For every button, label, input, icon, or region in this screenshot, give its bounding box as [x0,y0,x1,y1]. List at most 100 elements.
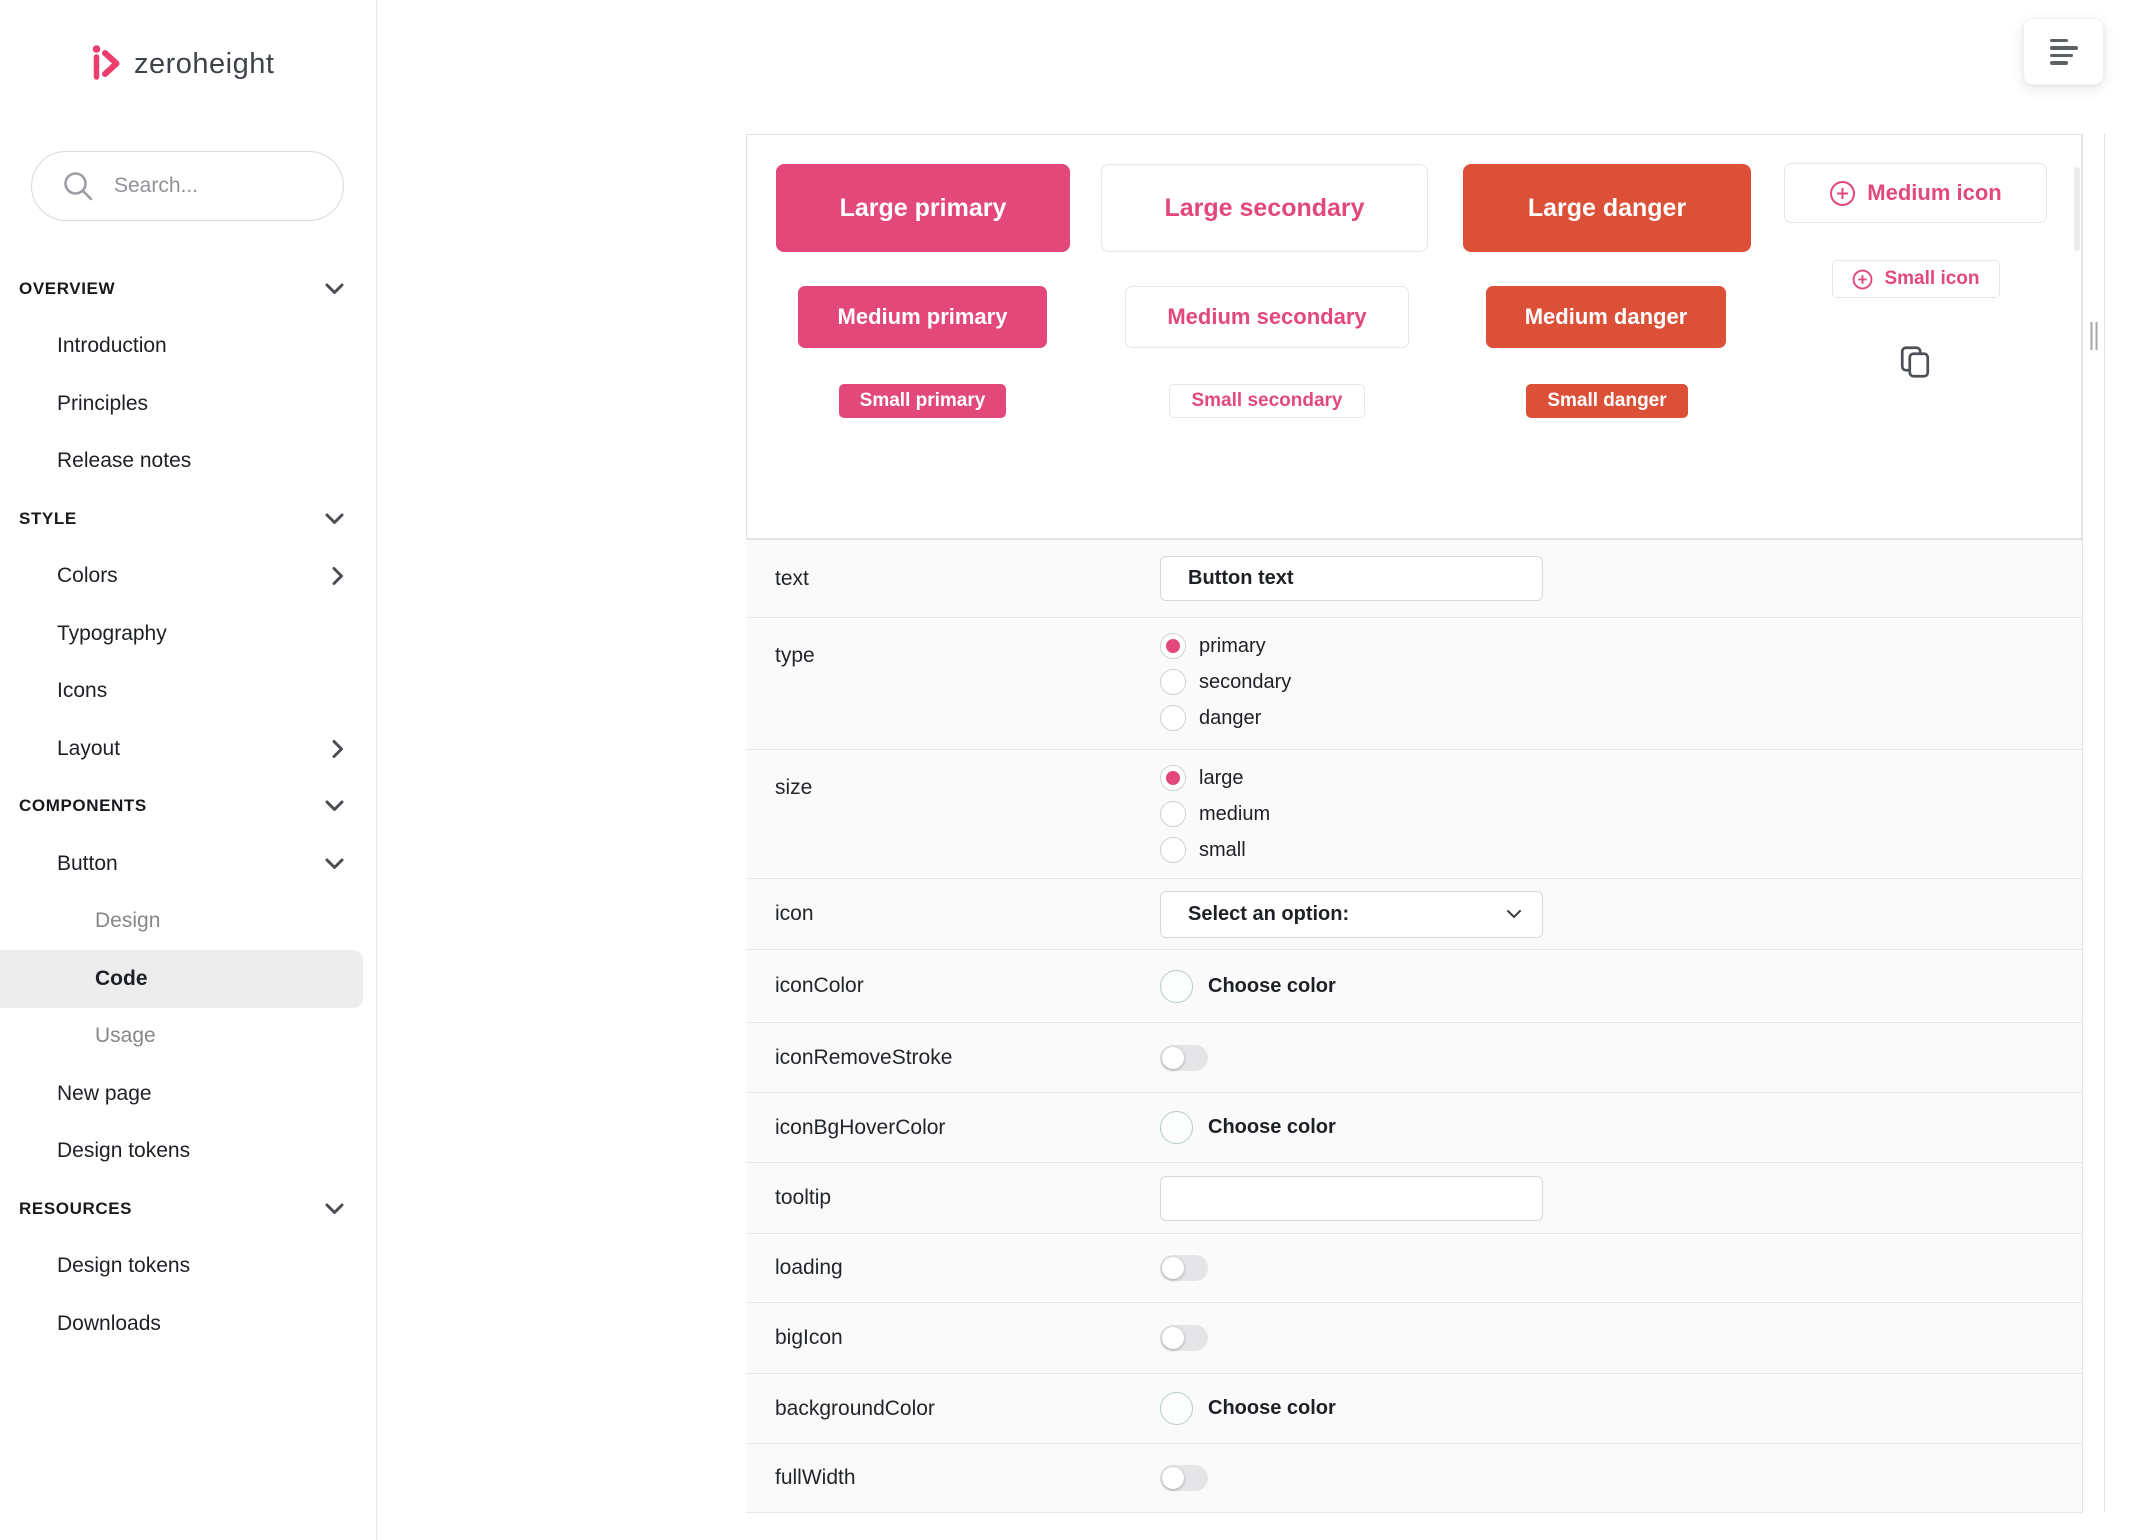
item-label: New page [57,1081,152,1105]
prop-row-bigIcon: bigIcon [746,1303,2082,1374]
prop-row-fullWidth: fullWidth [746,1444,2082,1513]
color-swatch-icon [1160,969,1193,1003]
sidebar: zeroheight OVERVIEW Introduction Princip… [0,0,377,1540]
radio-option-secondary[interactable]: secondary [1160,669,1291,695]
preview-button-medium-primary[interactable]: Medium primary [798,286,1047,348]
page-menu-button[interactable] [2023,18,2104,85]
chevron-right-icon [332,567,343,586]
sidebar-item-code[interactable]: Code [0,950,363,1008]
sidebar-item-design-tokens[interactable]: Design tokens [0,1123,377,1181]
sidebar-item-design-tokens-resource[interactable]: Design tokens [0,1238,377,1296]
button-label: Medium primary [837,304,1008,329]
iconRemoveStroke-toggle[interactable] [1160,1044,1208,1071]
button-label: Medium danger [1524,304,1688,329]
radio-option-danger[interactable]: danger [1160,705,1291,731]
preview-button-small-icon[interactable]: Small icon [1832,260,2000,298]
sidebar-item-colors[interactable]: Colors [0,548,377,606]
sidebar-item-usage[interactable]: Usage [0,1008,377,1066]
section-label: RESOURCES [19,1198,133,1218]
item-label: Usage [95,1024,156,1048]
radio-option-small[interactable]: small [1160,837,1270,863]
button-label: Large primary [839,193,1007,222]
prop-label: iconBgHoverColor [775,1115,946,1139]
sidebar-item-design[interactable]: Design [0,893,377,951]
prop-row-iconBgHoverColor: iconBgHoverColor Choose color [746,1093,2082,1163]
search-input[interactable] [112,173,296,199]
chevron-down-icon [325,513,344,524]
color-swatch-icon [1160,1392,1193,1425]
item-label: Icons [57,679,108,703]
sidebar-item-introduction[interactable]: Introduction [0,318,377,376]
prop-row-iconColor: iconColor Choose color [746,950,2082,1023]
sidebar-item-release-notes[interactable]: Release notes [0,433,377,491]
zeroheight-logo[interactable]: zeroheight [92,44,274,84]
radio-option-primary[interactable]: primary [1160,633,1291,659]
copy-code-button[interactable] [1897,344,1933,380]
sidebar-item-new-page[interactable]: New page [0,1065,377,1123]
copy-icon [1900,346,1930,378]
radio-checked-icon [1160,633,1186,659]
radio-icon [1160,837,1186,863]
sidebar-item-button[interactable]: Button [0,835,377,893]
prop-label: loading [775,1256,843,1279]
sidebar-item-downloads[interactable]: Downloads [0,1295,377,1353]
chevron-down-icon [1507,910,1521,918]
prop-row-text: text [746,540,2082,618]
toggle-knob [1162,1467,1184,1489]
zeroheight-logo-icon [92,45,120,80]
zeroheight-logo-text: zeroheight [134,47,275,80]
resize-handle-icon[interactable] [2090,322,2097,350]
chevron-down-icon [325,283,344,294]
button-label: Small icon [1884,268,1980,289]
loading-toggle[interactable] [1160,1255,1208,1281]
section-label: OVERVIEW [19,278,116,298]
sidebar-section-components[interactable]: COMPONENTS [0,778,377,836]
preview-button-small-secondary[interactable]: Small secondary [1169,384,1365,418]
tooltip-input[interactable] [1160,1175,1543,1221]
prop-row-size: size large medium small [746,750,2082,879]
iconBgHoverColor-picker[interactable]: Choose color [1160,1111,1336,1144]
sidebar-section-overview[interactable]: OVERVIEW [0,260,377,318]
sidebar-item-typography[interactable]: Typography [0,605,377,663]
search-box[interactable] [31,151,344,221]
section-label: COMPONENTS [19,796,147,816]
button-label: Small secondary [1191,390,1343,411]
prop-row-type: type primary secondary danger [746,618,2082,750]
preview-button-medium-icon[interactable]: Medium icon [1784,163,2047,223]
item-label: Introduction [57,334,167,358]
item-label: Code [95,966,148,990]
toggle-knob [1162,1327,1184,1349]
sidebar-item-layout[interactable]: Layout [0,720,377,778]
preview-button-large-primary[interactable]: Large primary [776,164,1070,252]
radio-option-medium[interactable]: medium [1160,801,1270,827]
preview-button-small-primary[interactable]: Small primary [839,384,1006,418]
bigIcon-toggle[interactable] [1160,1325,1208,1351]
text-value-input[interactable] [1160,556,1543,601]
preview-button-medium-secondary[interactable]: Medium secondary [1125,286,1409,348]
preview-button-small-danger[interactable]: Small danger [1526,384,1688,418]
sidebar-section-style[interactable]: STYLE [0,490,377,548]
fullWidth-toggle[interactable] [1160,1465,1208,1491]
backgroundColor-picker[interactable]: Choose color [1160,1392,1336,1425]
iconColor-picker[interactable]: Choose color [1160,969,1336,1003]
preview-button-large-danger[interactable]: Large danger [1463,164,1751,252]
sidebar-item-icons[interactable]: Icons [0,663,377,721]
prop-label: type [775,644,815,667]
button-label: Medium icon [1867,180,2002,205]
radio-icon [1160,669,1186,695]
chevron-down-icon [325,800,344,812]
radio-label: secondary [1199,670,1292,693]
prop-label: iconColor [775,974,864,997]
icon-select[interactable]: Select an option: [1160,890,1543,938]
item-label: Design tokens [57,1139,191,1163]
scrollbar-thumb[interactable] [2074,167,2080,251]
preview-button-large-secondary[interactable]: Large secondary [1101,164,1428,252]
radio-option-large[interactable]: large [1160,765,1270,791]
item-label: Colors [57,564,118,588]
sidebar-item-principles[interactable]: Principles [0,375,377,433]
button-label: Small danger [1547,390,1667,411]
sidebar-section-resources[interactable]: RESOURCES [0,1180,377,1238]
align-left-icon [2049,38,2078,65]
plus-circle-icon [1830,180,1856,206]
preview-button-medium-danger[interactable]: Medium danger [1486,286,1726,348]
